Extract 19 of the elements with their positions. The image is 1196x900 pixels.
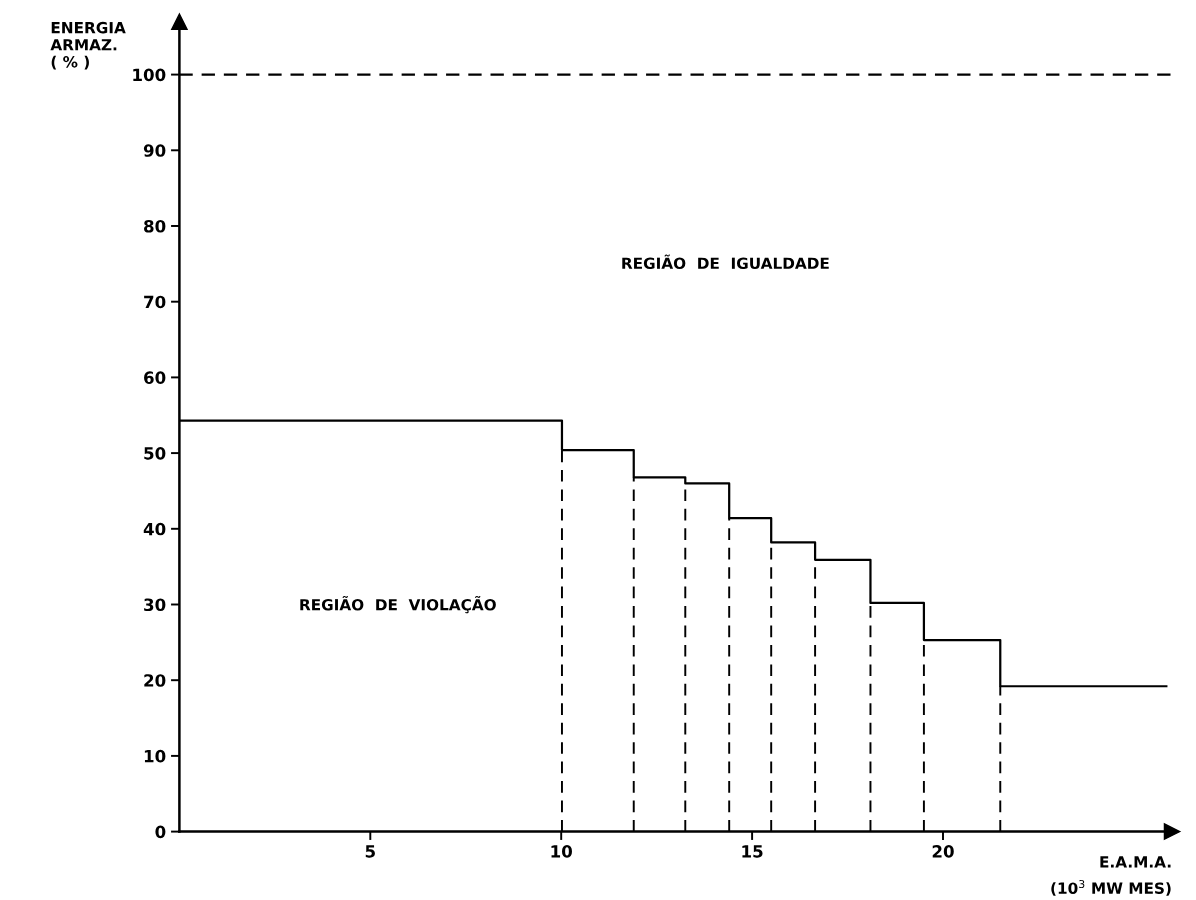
y-tick-label: 30: [144, 598, 166, 612]
y-axis-title: ENERGIA ARMAZ. ( % ): [50, 21, 126, 70]
y-tick-label: 60: [144, 371, 166, 384]
annotation: REGIÃO DE VIOLAÇÃO: [300, 595, 496, 614]
annotation: REGIÃO DE IGUALDADE: [622, 254, 829, 270]
y-tick-label: 90: [143, 144, 166, 157]
x-tick-label: 20: [932, 845, 954, 858]
y-tick-label: 0: [155, 825, 166, 839]
y-tick-label: 20: [144, 674, 166, 687]
y-tick-label: 70: [144, 295, 166, 309]
y-tick-label: 80: [144, 219, 166, 233]
x-tick-label: 5: [365, 845, 375, 858]
y-tick-label: 40: [143, 522, 166, 536]
text: E.A.M.A. (10$^{3}$ MW MES): [1051, 856, 1171, 896]
y-tick-label: 50: [144, 447, 166, 460]
y-tick-label: 100: [133, 68, 166, 82]
x-tick-label: 10: [551, 845, 572, 858]
x-tick-label: 15: [742, 845, 763, 858]
y-tick-label: 10: [144, 749, 166, 763]
